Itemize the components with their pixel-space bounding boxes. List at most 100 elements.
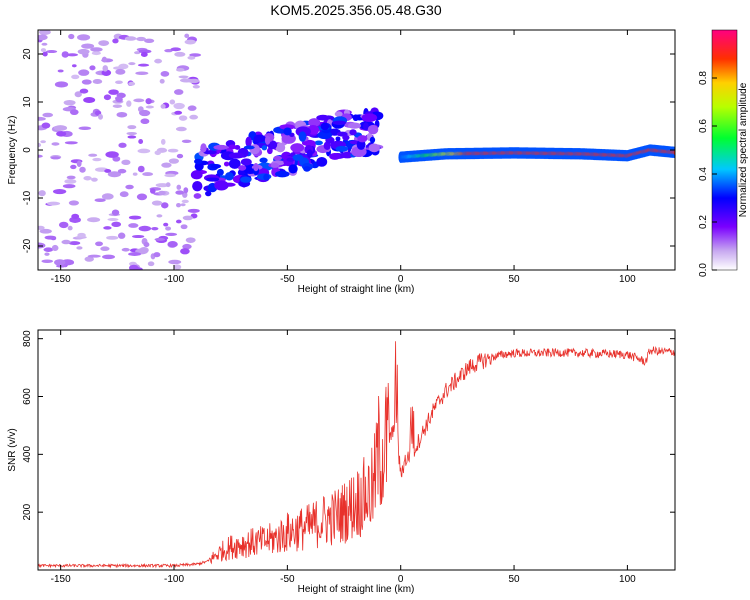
noise-speck: [81, 79, 92, 85]
cluster-blob: [240, 158, 252, 166]
noise-speck: [173, 89, 184, 95]
noise-speck: [153, 252, 161, 258]
noise-speck: [181, 199, 189, 204]
cluster-blob: [259, 157, 268, 163]
snr-ytick-label: 400: [22, 446, 33, 463]
spectrogram-xtick-label: -100: [164, 274, 184, 285]
noise-speck: [145, 105, 154, 109]
noise-speck: [78, 69, 90, 76]
cluster-blob: [190, 170, 203, 180]
noise-speck: [92, 78, 103, 85]
noise-speck: [38, 154, 43, 158]
noise-speck: [117, 232, 126, 239]
spectrogram-xlabel: Height of straight line (km): [298, 284, 415, 295]
noise-speck: [76, 160, 82, 167]
spectrogram-image: [38, 30, 675, 270]
cluster-blob: [263, 173, 270, 181]
noise-speck: [74, 91, 82, 98]
cluster-blob: [253, 134, 266, 143]
noise-speck: [119, 191, 129, 198]
noise-speck: [135, 71, 149, 76]
noise-speck: [183, 187, 189, 194]
snr-series-line: [38, 341, 675, 569]
noise-speck: [137, 63, 150, 67]
snr-xtick-label: 100: [619, 574, 636, 585]
spectrogram-ytick-label: -20: [22, 238, 33, 253]
cluster-blob: [316, 114, 330, 121]
noise-speck: [121, 247, 130, 252]
noise-speck: [107, 171, 122, 178]
noise-speck: [115, 96, 123, 103]
noise-speck: [180, 224, 188, 230]
noise-speck: [176, 184, 182, 190]
noise-speck: [95, 241, 103, 247]
noise-speck: [187, 105, 197, 111]
noise-speck: [158, 190, 166, 196]
cluster-blob: [292, 154, 304, 161]
cluster-blob: [334, 111, 343, 117]
cluster-blob: [279, 124, 295, 130]
cluster-blob: [361, 113, 378, 123]
colorbar-tick-label: 0.4: [698, 167, 709, 181]
noise-speck: [165, 182, 171, 188]
noise-speck: [180, 248, 190, 255]
noise-speck: [104, 169, 112, 173]
noise-speck: [112, 104, 123, 108]
noise-speck: [103, 226, 112, 230]
noise-speck: [113, 66, 125, 70]
noise-speck: [79, 166, 86, 173]
cluster-blob: [320, 122, 330, 131]
noise-speck: [40, 48, 47, 53]
noise-speck: [117, 168, 127, 174]
cluster-blob: [369, 136, 376, 144]
noise-speck: [91, 177, 98, 182]
noise-speck: [81, 43, 95, 49]
cluster-blob: [192, 180, 203, 192]
cluster-blob: [200, 143, 207, 153]
noise-speck: [43, 247, 54, 252]
noise-speck: [83, 97, 96, 103]
cluster-blob: [214, 180, 229, 191]
noise-speck: [182, 215, 193, 221]
noise-speck: [61, 239, 71, 245]
noise-speck: [92, 157, 102, 162]
cluster-blob: [363, 122, 369, 131]
noise-speck: [140, 118, 150, 125]
noise-speck: [69, 216, 81, 223]
cluster-blob: [286, 157, 295, 162]
cluster-blob: [210, 163, 222, 169]
noise-speck: [107, 218, 119, 221]
cluster-blob: [335, 145, 349, 152]
noise-speck: [155, 183, 169, 188]
noise-speck: [89, 65, 96, 71]
noise-speck: [159, 78, 165, 84]
colorbar-tick-label: 0.6: [698, 119, 709, 133]
noise-speck: [138, 49, 152, 54]
noise-speck: [174, 110, 183, 115]
cluster-blob: [342, 134, 350, 141]
noise-speck: [38, 116, 46, 121]
noise-speck: [68, 33, 75, 40]
noise-speck: [46, 201, 61, 206]
noise-speck: [103, 94, 112, 101]
noise-speck: [180, 203, 186, 207]
colorbar-label: Normalized spectral amplitude: [738, 82, 749, 217]
cluster-blob: [352, 114, 359, 122]
noise-speck: [128, 62, 136, 66]
noise-speck: [52, 188, 67, 195]
noise-speck: [115, 80, 123, 85]
spectrogram-ytick-label: 10: [22, 96, 33, 108]
noise-speck: [128, 223, 139, 228]
noise-speck: [98, 40, 110, 46]
noise-speck: [160, 138, 166, 145]
spectrogram-ytick-label: -10: [22, 190, 33, 205]
snr-ytick-label: 800: [22, 330, 33, 347]
noise-speck: [175, 219, 182, 224]
cluster-blob: [298, 131, 307, 142]
noise-speck: [176, 153, 184, 159]
noise-speck: [64, 179, 77, 184]
noise-speck: [136, 36, 147, 42]
snr-plot-area: [38, 341, 675, 569]
colorbar-tick-label: 0.8: [698, 71, 709, 85]
colorbar-ticks: 0.0 0.2 0.4 0.6 0.8: [698, 71, 717, 277]
